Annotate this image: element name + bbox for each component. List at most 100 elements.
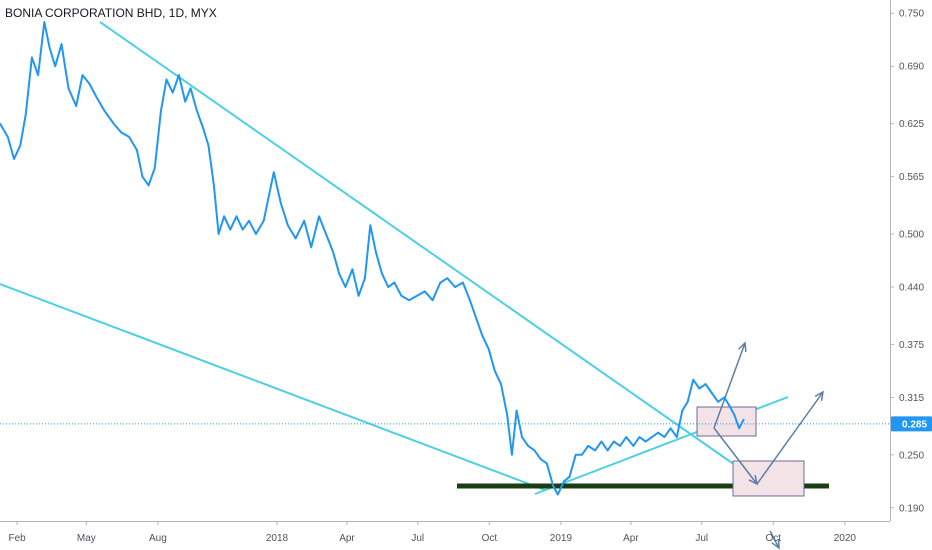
price-point	[381, 273, 383, 275]
price-point	[569, 476, 571, 478]
price-point	[416, 295, 418, 297]
price-point	[364, 277, 366, 279]
price-point	[103, 110, 105, 112]
price-point	[619, 445, 621, 447]
price-point	[242, 229, 244, 231]
price-point	[325, 233, 327, 235]
price-point	[488, 348, 490, 350]
price-point	[160, 110, 162, 112]
x-tick-label: 2019	[550, 533, 573, 544]
price-point	[711, 392, 713, 394]
price-point	[613, 441, 615, 443]
x-tick-label: 2018	[266, 533, 289, 544]
price-point	[89, 83, 91, 85]
price-point	[546, 463, 548, 465]
price-point	[68, 88, 70, 90]
price-point	[645, 441, 647, 443]
price-point	[387, 286, 389, 288]
price-point	[31, 57, 33, 59]
price-point	[196, 110, 198, 112]
price-point	[370, 224, 372, 226]
price-point	[375, 251, 377, 253]
price-point	[136, 149, 138, 151]
price-point	[408, 299, 410, 301]
price-point	[511, 454, 513, 456]
price-point	[601, 441, 603, 443]
price-point	[734, 414, 736, 416]
price-point	[607, 450, 609, 452]
price-point	[563, 481, 565, 483]
price-point	[651, 436, 653, 438]
price-point	[500, 383, 502, 385]
y-tick-label: 0.750	[899, 9, 924, 20]
x-tick-label: Jul	[695, 533, 708, 544]
price-point	[432, 299, 434, 301]
price-point	[184, 101, 186, 103]
y-tick-label: 0.440	[899, 282, 924, 293]
price-point	[166, 79, 168, 81]
price-point	[738, 428, 740, 430]
price-point	[440, 282, 442, 284]
x-tick-label: May	[77, 533, 96, 544]
target-box-upper	[697, 407, 756, 436]
price-point	[263, 220, 265, 222]
price-point	[287, 224, 289, 226]
price-point	[521, 436, 523, 438]
price-point	[705, 383, 707, 385]
price-point	[121, 132, 123, 134]
price-point	[25, 114, 27, 116]
price-point	[475, 317, 477, 319]
chart-title: BONIA CORPORATION BHD, 1D, MYX	[5, 6, 217, 20]
price-point	[310, 247, 312, 249]
price-point	[494, 370, 496, 372]
price-point	[454, 286, 456, 288]
price-point	[682, 410, 684, 412]
price-point	[345, 286, 347, 288]
price-point	[352, 269, 354, 271]
price-point	[540, 458, 542, 460]
price-point	[218, 233, 220, 235]
price-point	[516, 410, 518, 412]
price-point	[96, 96, 98, 98]
price-point	[223, 216, 225, 218]
price-point	[49, 48, 51, 50]
price-point	[587, 445, 589, 447]
price-point	[230, 229, 232, 231]
price-point	[273, 171, 275, 173]
y-tick-label: 0.250	[899, 450, 924, 461]
y-tick-label: 0.565	[899, 172, 924, 183]
price-point	[255, 233, 257, 235]
price-point	[462, 282, 464, 284]
price-point	[717, 401, 719, 403]
y-tick-label: 0.500	[899, 230, 924, 241]
price-point	[172, 92, 174, 94]
price-point	[280, 202, 282, 204]
price-point	[295, 238, 297, 240]
price-point	[394, 282, 396, 284]
price-point	[178, 74, 180, 76]
y-tick-label: 0.625	[899, 119, 924, 130]
price-point	[128, 136, 130, 138]
y-tick-label: 0.315	[899, 393, 924, 404]
price-point	[236, 216, 238, 218]
price-point	[154, 167, 156, 169]
x-tick-label: 2020	[834, 533, 857, 544]
y-tick-label: 0.375	[899, 340, 924, 351]
price-point	[332, 251, 334, 253]
price-point	[664, 436, 666, 438]
price-point	[482, 335, 484, 337]
x-tick-label: Oct	[766, 533, 782, 544]
x-tick-label: Aug	[149, 533, 167, 544]
price-point	[358, 295, 360, 297]
price-point	[213, 185, 215, 187]
price-point	[699, 388, 701, 390]
price-point	[639, 436, 641, 438]
price-point	[113, 123, 115, 125]
price-point	[401, 295, 403, 297]
price-point	[202, 127, 204, 129]
price-point	[469, 299, 471, 301]
price-point	[670, 428, 672, 430]
last-price-badge: 0.285	[891, 416, 932, 431]
price-point	[318, 216, 320, 218]
